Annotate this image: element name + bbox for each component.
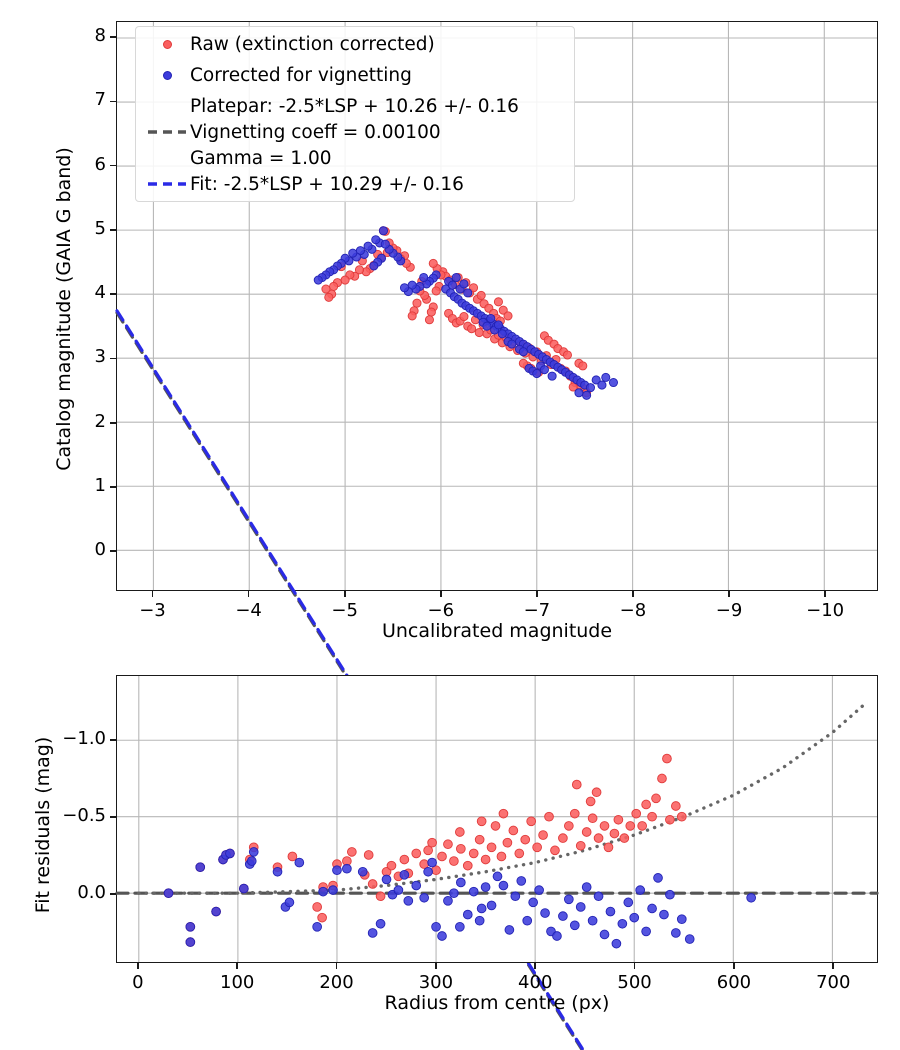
legend-item-label: Fit: -2.5*LSP + 10.29 +/- 0.16 bbox=[190, 173, 464, 195]
y-tick-mark bbox=[110, 293, 116, 295]
y-tick-label: 0.0 bbox=[77, 881, 106, 903]
x-tick-mark bbox=[137, 963, 139, 969]
scatter-series-corrected bbox=[163, 847, 756, 949]
y-tick-mark bbox=[110, 486, 116, 488]
legend-item-label: Corrected for vignetting bbox=[190, 64, 412, 86]
x-tick-mark bbox=[728, 591, 730, 597]
y-tick-label: 1 bbox=[94, 474, 106, 496]
legend-corrected-marker-icon bbox=[144, 70, 190, 80]
y-tick-label: 6 bbox=[94, 153, 106, 175]
x-tick-mark bbox=[335, 963, 338, 969]
legend-item-label: Platepar: -2.5*LSP + 10.26 +/- 0.16 bbox=[190, 95, 519, 117]
gray-dashed-line-icon bbox=[148, 130, 186, 134]
x-tick-mark bbox=[824, 591, 827, 597]
legend-raw-marker-icon bbox=[144, 39, 190, 49]
legend-model-line-icon bbox=[144, 127, 190, 137]
legend-item[interactable]: Platepar: -2.5*LSP + 10.26 +/- 0.16 bbox=[144, 93, 519, 119]
x-tick-mark bbox=[247, 591, 250, 597]
y-tick-mark bbox=[110, 229, 116, 231]
blue-dot-icon bbox=[162, 70, 172, 80]
x-tick-mark bbox=[236, 963, 239, 969]
x-tick-mark bbox=[536, 591, 538, 597]
legend-item[interactable]: Gamma = 1.00 bbox=[144, 145, 332, 171]
y-tick-label: 8 bbox=[94, 25, 106, 47]
legend-item[interactable]: Corrected for vignetting bbox=[144, 62, 412, 88]
y-tick-mark bbox=[110, 36, 116, 38]
red-dot-icon bbox=[162, 39, 172, 49]
x-tick-label: −7 bbox=[523, 600, 551, 621]
x-tick-label: 0 bbox=[132, 972, 144, 993]
main-x-axis-label: Uncalibrated magnitude bbox=[381, 620, 613, 642]
legend-item[interactable]: Raw (extinction corrected) bbox=[144, 31, 435, 57]
legend-item[interactable]: Fit: -2.5*LSP + 10.29 +/- 0.16 bbox=[144, 171, 464, 197]
x-tick-label: −5 bbox=[331, 600, 358, 621]
blue-dashed-line-icon bbox=[148, 182, 186, 186]
x-tick-label: 700 bbox=[816, 972, 851, 993]
legend-item-label: Raw (extinction corrected) bbox=[190, 33, 435, 55]
y-tick-mark bbox=[110, 550, 116, 553]
x-tick-label: −6 bbox=[427, 600, 455, 621]
y-tick-label: 4 bbox=[94, 282, 106, 304]
y-tick-mark bbox=[110, 164, 116, 167]
legend-item[interactable]: Vignetting coeff = 0.00100 bbox=[144, 119, 441, 145]
y-tick-label: 5 bbox=[94, 217, 106, 239]
y-tick-label: 3 bbox=[94, 346, 106, 368]
y-tick-mark bbox=[110, 100, 116, 103]
y-tick-label: 7 bbox=[94, 89, 106, 111]
legend-item-label: Vignetting coeff = 0.00100 bbox=[190, 121, 441, 143]
residual-y-axis-label: Fit residuals (mag) bbox=[32, 736, 54, 914]
x-tick-label: 400 bbox=[518, 972, 553, 993]
x-tick-mark bbox=[435, 963, 437, 969]
x-tick-mark bbox=[733, 963, 735, 969]
x-tick-label: −4 bbox=[235, 600, 262, 621]
x-tick-label: 100 bbox=[220, 972, 255, 993]
residual-x-axis-label: Radius from centre (px) bbox=[384, 992, 610, 1014]
x-tick-label: 300 bbox=[418, 972, 454, 993]
x-tick-label: 600 bbox=[716, 972, 752, 993]
x-tick-mark bbox=[832, 963, 835, 969]
y-tick-mark bbox=[110, 892, 116, 895]
legend-fit-line-icon bbox=[144, 179, 190, 189]
scatter-series-corrected bbox=[313, 226, 618, 400]
y-tick-label: −0.5 bbox=[62, 804, 106, 826]
x-tick-label: 500 bbox=[617, 972, 652, 993]
x-tick-label: −8 bbox=[619, 600, 647, 621]
x-tick-mark bbox=[439, 591, 442, 597]
y-tick-mark bbox=[110, 815, 116, 818]
y-tick-label: 2 bbox=[94, 410, 106, 432]
y-tick-mark bbox=[110, 357, 116, 360]
x-tick-label: −3 bbox=[139, 600, 166, 621]
x-tick-label: 200 bbox=[319, 972, 354, 993]
legend-item-label: Gamma = 1.00 bbox=[190, 147, 332, 169]
scatter-series-raw bbox=[163, 753, 687, 947]
x-tick-mark bbox=[632, 591, 634, 597]
y-tick-label: −1.0 bbox=[62, 727, 106, 749]
x-tick-mark bbox=[633, 963, 636, 969]
x-tick-label: −10 bbox=[806, 600, 845, 621]
y-tick-mark bbox=[110, 738, 116, 741]
x-tick-mark bbox=[534, 963, 537, 969]
x-tick-mark bbox=[151, 591, 154, 597]
y-tick-mark bbox=[110, 421, 116, 424]
fit-residuals-plot bbox=[115, 675, 879, 963]
x-tick-label: −9 bbox=[715, 600, 743, 621]
y-tick-label: 0 bbox=[94, 539, 106, 561]
legend-box: Raw (extinction corrected) Corrected for … bbox=[135, 26, 575, 202]
x-tick-mark bbox=[343, 591, 346, 597]
fit-residuals-canvas bbox=[115, 676, 879, 962]
